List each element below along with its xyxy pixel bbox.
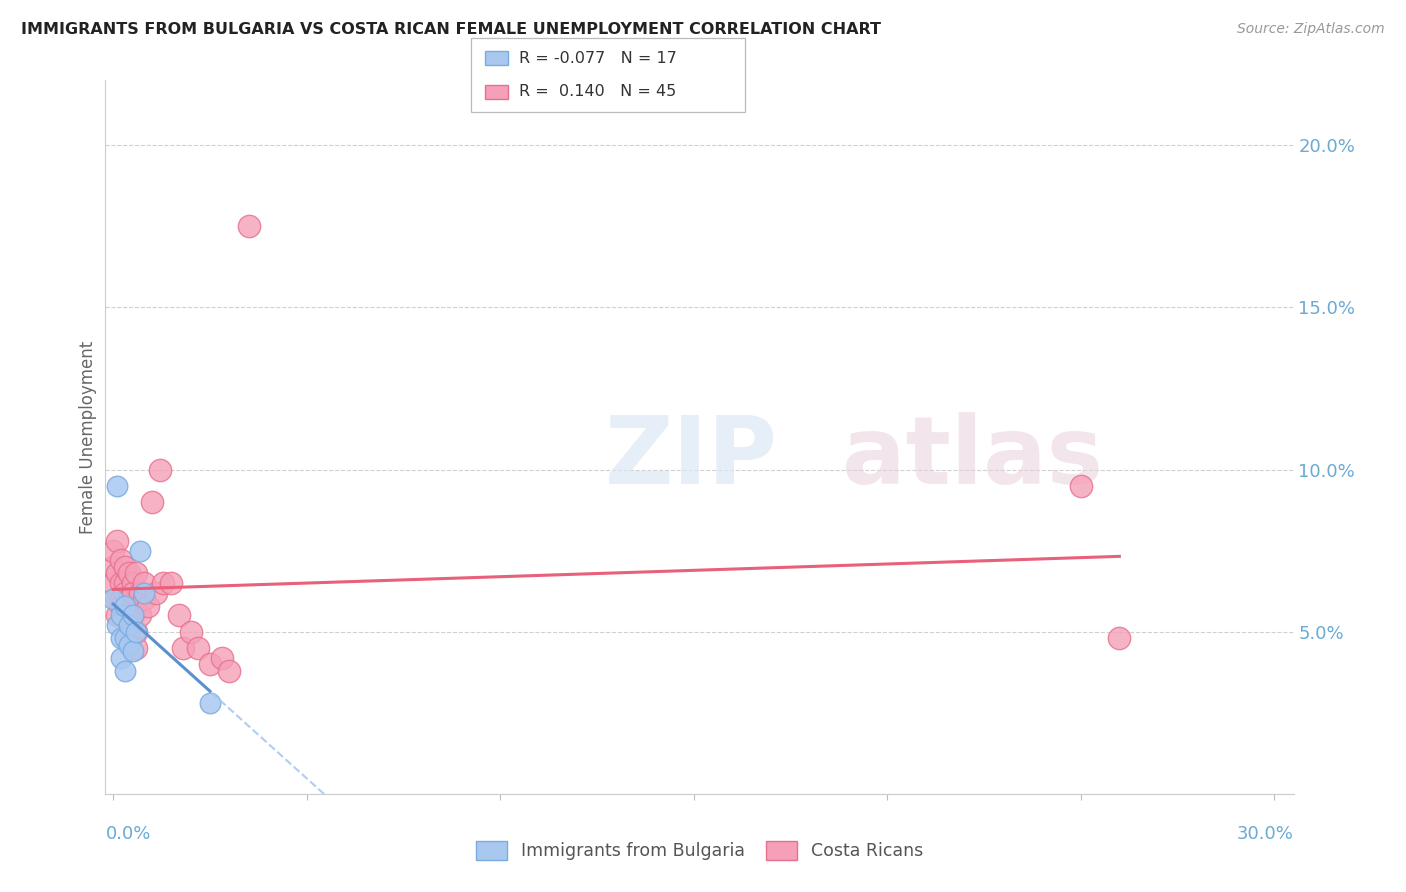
Point (118, 608, 141, 623)
Point (118, 566, 141, 581)
Point (160, 576, 183, 591)
Point (114, 599, 136, 613)
Point (180, 624, 202, 639)
Text: Source: ZipAtlas.com: Source: ZipAtlas.com (1237, 22, 1385, 37)
Point (118, 638, 141, 652)
Point (129, 608, 152, 623)
Point (103, 559, 125, 574)
Point (118, 624, 141, 639)
Point (125, 640, 148, 655)
Point (114, 608, 136, 623)
Text: atlas: atlas (842, 412, 1104, 505)
Point (110, 599, 132, 613)
Point (110, 631, 132, 645)
Point (105, 592, 128, 607)
Point (149, 462, 172, 476)
Point (136, 599, 159, 613)
Point (167, 608, 190, 623)
Point (118, 618, 141, 632)
Point (129, 586, 152, 600)
Text: IMMIGRANTS FROM BULGARIA VS COSTA RICAN FEMALE UNEMPLOYMENT CORRELATION CHART: IMMIGRANTS FROM BULGARIA VS COSTA RICAN … (21, 22, 882, 37)
Point (198, 696, 221, 710)
Text: 30.0%: 30.0% (1237, 825, 1294, 843)
Legend: Immigrants from Bulgaria, Costa Ricans: Immigrants from Bulgaria, Costa Ricans (468, 834, 931, 867)
Point (105, 618, 128, 632)
Point (103, 576, 125, 591)
Point (211, 650, 233, 665)
Point (238, 219, 260, 234)
Point (152, 576, 174, 591)
Point (134, 586, 156, 600)
Point (134, 592, 156, 607)
Point (103, 592, 125, 607)
Point (103, 543, 125, 558)
Point (110, 576, 132, 591)
Point (105, 533, 128, 548)
Point (141, 495, 163, 509)
Text: ZIP: ZIP (605, 412, 778, 505)
Point (125, 624, 148, 639)
Text: R = -0.077   N = 17: R = -0.077 N = 17 (519, 51, 676, 66)
Point (114, 586, 136, 600)
Point (145, 586, 167, 600)
Point (110, 553, 132, 567)
Point (105, 608, 128, 623)
Point (1070, 479, 1092, 493)
Point (218, 664, 240, 678)
Point (172, 640, 194, 655)
Point (110, 608, 132, 623)
Point (121, 576, 143, 591)
Point (125, 566, 148, 581)
Point (125, 624, 148, 639)
Text: R =  0.140   N = 45: R = 0.140 N = 45 (519, 84, 676, 99)
Point (110, 650, 132, 665)
Point (114, 631, 136, 645)
Point (105, 479, 128, 493)
Point (121, 608, 143, 623)
Point (134, 576, 156, 591)
Point (114, 576, 136, 591)
Point (110, 592, 132, 607)
Point (105, 566, 128, 581)
Point (187, 640, 209, 655)
Point (198, 657, 221, 672)
Point (121, 608, 143, 623)
Point (129, 543, 152, 558)
Point (118, 592, 141, 607)
Point (114, 664, 136, 678)
Y-axis label: Female Unemployment: Female Unemployment (79, 341, 97, 533)
Point (121, 644, 143, 658)
Point (1108, 631, 1130, 645)
Text: 0.0%: 0.0% (105, 825, 150, 843)
Point (114, 559, 136, 574)
Point (121, 586, 143, 600)
